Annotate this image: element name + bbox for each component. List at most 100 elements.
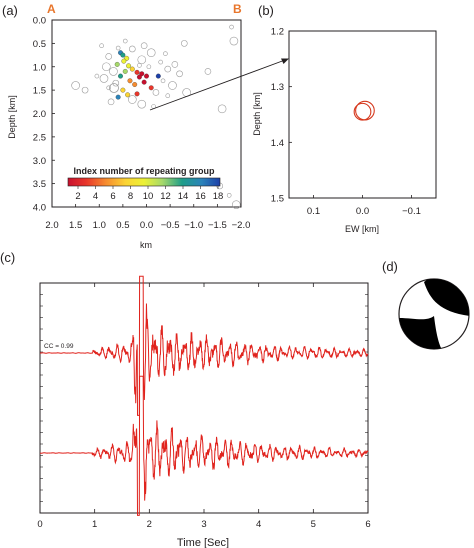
background-event: [122, 38, 128, 44]
background-event: [102, 62, 111, 72]
x-tick-label: 0.5: [116, 220, 129, 231]
y-tick-label: 1.2: [271, 27, 284, 38]
background-event: [229, 36, 239, 46]
y-tick-label: 1.5: [33, 86, 46, 97]
zoom-arrow-head: [281, 58, 289, 64]
colorbar-tick-label: 4: [93, 191, 98, 202]
section-start-label: A: [47, 2, 56, 16]
panel-d: (d): [382, 259, 470, 350]
colorbar-tick-label: 8: [128, 191, 133, 202]
background-event: [217, 104, 227, 114]
x-tick-label: 5: [311, 519, 316, 530]
background-event: [137, 99, 147, 109]
panel-a-frame: [51, 19, 242, 208]
x-tick-label: 0.0: [140, 220, 153, 231]
y-tick-label: 1.0: [33, 62, 46, 73]
repeating-event: [114, 61, 120, 67]
background-event: [109, 67, 118, 76]
panel-c-frame: [39, 282, 369, 514]
panel-a-y-ticks: 0.0 0.5 1.0 1.5 2.0 2.5 3.0 3.5 4.0: [33, 16, 55, 214]
background-event: [107, 98, 115, 106]
x-tick-label: 0.0: [356, 206, 369, 217]
repeating-event: [144, 73, 149, 79]
waveform-upper: [39, 275, 369, 416]
focal-mechanism-beachball: [398, 278, 470, 350]
panel-b-x-axis-title: EW [km]: [345, 224, 379, 234]
panel-b-y-axis-title: Depth [km]: [252, 92, 262, 136]
repeating-event: [132, 82, 138, 87]
repeating-event: [155, 73, 161, 79]
x-tick-label: 1: [92, 519, 97, 530]
colorbar-title: Index number of repeating group: [73, 166, 215, 176]
x-tick-label: 2: [147, 519, 152, 530]
x-tick-label: 1.0: [93, 220, 106, 231]
background-event: [115, 45, 121, 51]
repeating-event: [121, 58, 127, 64]
panel-a-x-axis-title: km: [140, 240, 152, 250]
colorbar-tick-label: 12: [160, 191, 171, 202]
waveform-lower: [39, 375, 369, 516]
y-tick-label: 4.0: [33, 203, 46, 214]
x-tick-label: 4: [256, 519, 261, 530]
background-event: [71, 81, 80, 90]
repeating-event: [120, 87, 126, 93]
x-tick-label: 0: [37, 519, 42, 530]
background-event: [204, 68, 212, 75]
colorbar-tick-label: 2: [75, 191, 80, 202]
panel-b-y-ticks: 1.2 1.3 1.4 1.5: [271, 27, 292, 205]
panel-a-y-axis-title: Depth [km]: [7, 95, 17, 139]
panel-c-x-axis-title: Time [Sec]: [177, 537, 229, 548]
colorbar-ticks: 2 4 6 8 10 12 14 16 18: [75, 186, 223, 202]
colorbar-tick-label: 14: [178, 191, 189, 202]
colorbar: [67, 177, 221, 187]
background-event: [165, 93, 171, 99]
x-tick-label: 6: [365, 519, 370, 530]
panel-c: (c) 0 1 2 3 4 5 6 CC = 0.99 Time [Sec]: [0, 250, 371, 548]
background-event: [146, 64, 152, 70]
x-tick-label: −0.1: [402, 206, 421, 217]
panel-a: (a) A B 2.0 1.5 1.0 0.5 0.0 −0.5 −1.0 −1.5 −2.0 …: [2, 2, 250, 250]
colorbar-tick-label: 16: [195, 191, 206, 202]
panel-label-d: (d): [382, 259, 398, 274]
background-event: [94, 73, 100, 79]
background-event: [163, 51, 168, 56]
repeating-event: [125, 92, 131, 98]
background-event: [140, 42, 148, 50]
background-event: [99, 43, 104, 49]
repeating-event: [127, 78, 133, 84]
y-tick-label: 3.0: [33, 156, 46, 167]
y-tick-label: 0.0: [33, 16, 46, 27]
x-tick-label: −0.5: [161, 220, 180, 231]
x-tick-label: 2.0: [45, 220, 58, 231]
section-end-label: B: [233, 2, 242, 16]
background-event: [81, 86, 89, 94]
background-event: [231, 200, 241, 209]
background-event: [168, 81, 177, 90]
y-tick-label: 0.5: [33, 39, 46, 50]
repeating-source-circle: [355, 100, 375, 121]
background-event: [129, 45, 136, 53]
background-event: [229, 24, 234, 30]
x-tick-label: 0.1: [307, 206, 320, 217]
y-tick-label: 2.0: [33, 109, 46, 120]
background-event: [164, 65, 172, 73]
background-event: [146, 48, 156, 58]
background-event: [137, 55, 147, 65]
y-tick-label: 2.5: [33, 132, 46, 143]
repeating-event: [120, 52, 126, 58]
y-tick-label: 3.5: [33, 179, 46, 190]
repeating-event: [129, 66, 135, 72]
x-tick-label: 1.5: [69, 220, 82, 231]
repeating-event: [148, 85, 154, 91]
colorbar-tick-label: 6: [110, 191, 115, 202]
x-tick-label: −1.5: [208, 220, 227, 231]
background-event: [226, 193, 232, 198]
x-tick-label: 3: [201, 519, 206, 530]
cc-annotation: CC = 0.99: [44, 343, 74, 350]
y-tick-label: 1.5: [271, 194, 284, 205]
repeating-event: [118, 73, 123, 79]
repeating-event: [134, 69, 140, 75]
background-event: [181, 40, 188, 47]
background-event: [106, 85, 111, 91]
